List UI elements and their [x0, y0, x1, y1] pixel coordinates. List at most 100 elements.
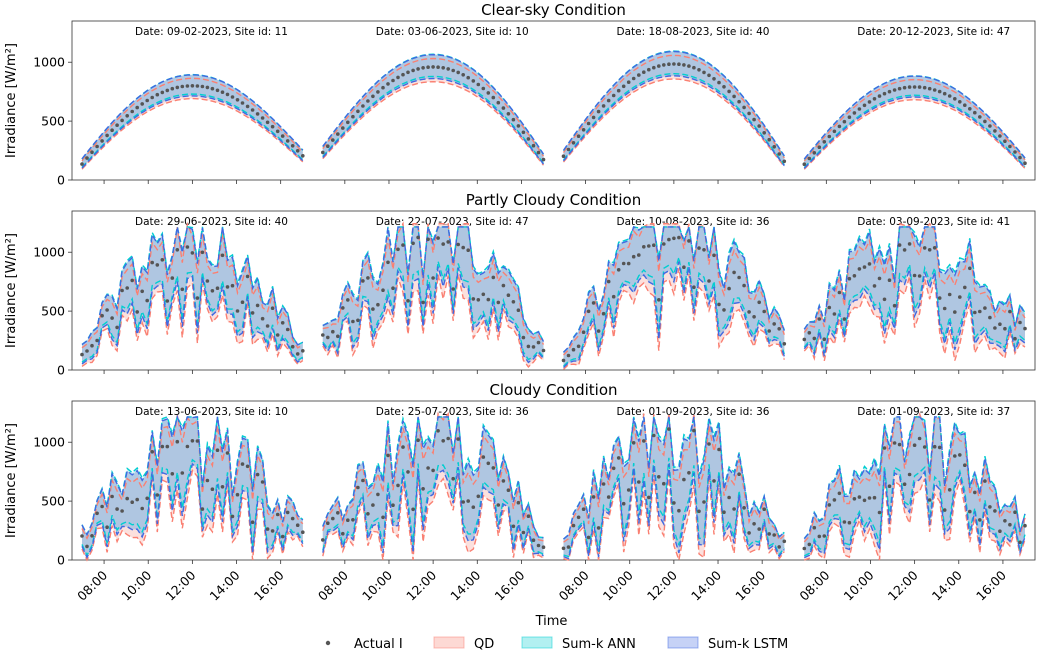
- actual-point: [1008, 522, 1012, 527]
- actual-point: [145, 496, 149, 501]
- actual-point: [682, 265, 686, 270]
- actual-point: [190, 251, 195, 255]
- actual-point: [110, 128, 114, 132]
- day-series: Date: 25-07-2023, Site id: 36: [321, 406, 546, 561]
- actual-point: [732, 507, 736, 511]
- actual-point: [998, 529, 1002, 533]
- actual-point: [1018, 540, 1022, 545]
- lstm-upper-line: [803, 416, 1026, 540]
- actual-point: [621, 261, 626, 266]
- actual-point: [601, 104, 606, 108]
- actual-point: [897, 86, 902, 91]
- actual-point: [697, 246, 701, 250]
- actual-point: [260, 116, 265, 120]
- actual-point: [451, 287, 456, 291]
- actual-point: [993, 326, 997, 330]
- actual-point: [637, 253, 641, 257]
- actual-point: [802, 162, 807, 166]
- x-tick-label: 16:00: [973, 567, 1009, 603]
- actual-point: [637, 480, 641, 484]
- actual-point: [486, 91, 491, 95]
- actual-point: [285, 510, 290, 515]
- actual-point: [611, 466, 616, 471]
- actual-point: [336, 511, 340, 515]
- actual-point: [336, 132, 340, 136]
- qd-upper-line: [563, 223, 785, 356]
- actual-point: [782, 159, 787, 164]
- y-tick-label: 0: [57, 553, 65, 568]
- actual-point: [727, 495, 731, 500]
- actual-point: [170, 276, 175, 280]
- actual-point: [737, 275, 741, 280]
- actual-point: [892, 303, 897, 308]
- actual-point: [205, 478, 210, 483]
- actual-point: [511, 117, 516, 122]
- actual-point: [200, 84, 205, 89]
- actual-point: [240, 300, 245, 305]
- actual-point: [391, 286, 395, 291]
- actual-point: [240, 462, 245, 466]
- actual-point: [190, 84, 195, 88]
- actual-point: [341, 126, 345, 130]
- actual-point: [647, 495, 651, 500]
- actual-point: [667, 427, 671, 431]
- actual-point: [155, 263, 160, 267]
- actual-point: [757, 527, 761, 531]
- actual-point: [356, 109, 360, 114]
- lstm-lower-line: [322, 266, 545, 364]
- actual-point: [802, 337, 807, 342]
- actual-point: [922, 246, 927, 250]
- lstm-upper-line: [81, 414, 304, 537]
- actual-point: [376, 492, 380, 497]
- day-series: Date: 29-06-2023, Site id: 40: [80, 216, 305, 367]
- actual-point: [366, 99, 370, 103]
- actual-point: [381, 85, 385, 90]
- actual-point: [571, 141, 576, 145]
- actual-point: [195, 439, 200, 443]
- actual-point: [631, 76, 636, 81]
- qd-lower-line: [322, 273, 545, 368]
- actual-point: [165, 444, 170, 449]
- actual-point: [657, 475, 661, 479]
- actual-point: [872, 495, 877, 500]
- actual-point: [637, 73, 641, 77]
- qd-lower-line: [322, 80, 545, 166]
- actual-point: [968, 509, 972, 514]
- actual-point: [621, 501, 626, 506]
- actual-point: [973, 310, 977, 315]
- actual-point: [687, 64, 691, 68]
- actual-point: [351, 518, 355, 522]
- actual-point: [1008, 144, 1012, 149]
- actual-point: [85, 544, 89, 549]
- actual-point: [180, 84, 185, 89]
- actual-point: [601, 482, 606, 486]
- actual-point: [235, 492, 240, 497]
- actual-point: [396, 247, 400, 252]
- actual-point: [100, 504, 104, 509]
- actual-point: [386, 453, 390, 458]
- actual-point: [712, 479, 716, 483]
- actual-point: [336, 334, 340, 339]
- actual-point: [476, 494, 481, 499]
- actual-point: [255, 112, 260, 116]
- actual-point: [907, 85, 912, 89]
- actual-point: [105, 133, 109, 138]
- actual-point: [130, 500, 134, 505]
- actual-point: [852, 274, 857, 278]
- actual-point: [702, 70, 706, 75]
- actual-point: [165, 88, 170, 93]
- actual-point: [285, 327, 290, 332]
- actual-point: [677, 235, 681, 240]
- lstm-upper-line: [803, 75, 1026, 160]
- actual-point: [431, 276, 435, 280]
- actual-point: [476, 82, 481, 87]
- actual-point: [220, 90, 225, 94]
- actual-point: [657, 64, 661, 68]
- actual-point: [927, 248, 932, 252]
- actual-point: [1003, 326, 1007, 331]
- actual-point: [255, 303, 260, 308]
- actual-point: [371, 94, 375, 99]
- actual-point: [255, 472, 260, 477]
- actual-point: [155, 92, 160, 97]
- qd-upper-line: [322, 411, 544, 542]
